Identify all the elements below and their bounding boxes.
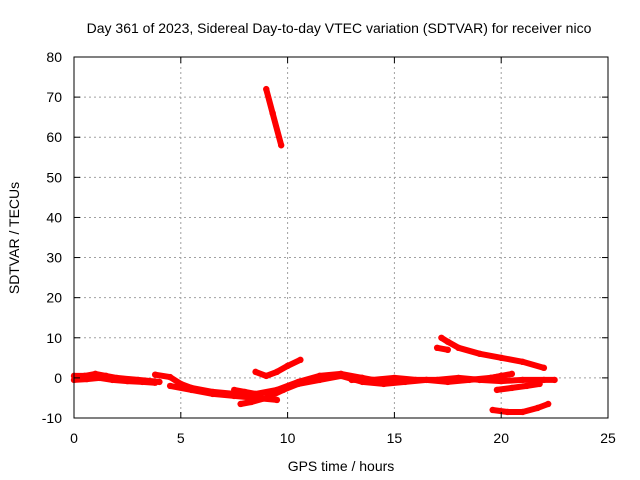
data-point — [551, 376, 558, 384]
axis-ticks: -10 0 10 20 30 40 50 60 70 80 0 5 10 15 20 25 — [42, 49, 616, 446]
x-tick-label: 0 — [70, 430, 78, 446]
y-tick-label: 50 — [46, 169, 62, 185]
data-point — [263, 85, 270, 93]
chart-title: Day 361 of 2023, Sidereal Day-to-day VTE… — [87, 20, 592, 36]
data-point — [433, 344, 441, 352]
data-point — [316, 372, 323, 380]
y-tick-label: 40 — [46, 209, 62, 225]
y-tick-label: 60 — [46, 129, 62, 145]
y-axis-label: SDTVAR / TECUs — [6, 182, 22, 294]
data-point — [544, 400, 552, 408]
y-tick-label: 0 — [54, 370, 62, 386]
data-point — [444, 338, 451, 345]
data-point — [519, 376, 526, 384]
data-point — [438, 334, 445, 341]
series-arc-11 — [439, 335, 545, 371]
data-point — [237, 400, 244, 408]
data-point — [508, 384, 516, 392]
data-point — [231, 392, 238, 400]
y-tick-label: 70 — [46, 89, 62, 105]
data-point — [166, 373, 174, 381]
data-point — [508, 370, 516, 378]
data-point — [252, 368, 259, 376]
data-point — [476, 376, 484, 384]
series-arc-8 — [263, 88, 285, 146]
data-point — [523, 382, 531, 390]
x-tick-label: 25 — [600, 430, 616, 446]
data-point — [498, 372, 505, 380]
data-point — [519, 358, 526, 366]
data-point — [209, 390, 217, 398]
data-point — [284, 362, 291, 370]
data-point — [476, 350, 484, 358]
data-series — [70, 85, 558, 416]
data-point — [273, 386, 281, 394]
data-point — [297, 356, 304, 364]
series-arc-14 — [496, 380, 541, 393]
data-point — [412, 376, 419, 384]
data-point — [455, 344, 462, 352]
data-point — [269, 109, 276, 117]
data-point — [151, 379, 159, 386]
data-point — [124, 377, 131, 385]
data-point — [433, 376, 441, 384]
y-tick-label: 20 — [46, 290, 62, 306]
data-point — [273, 368, 281, 376]
data-point — [534, 404, 541, 412]
data-point — [166, 382, 174, 390]
data-point — [455, 374, 462, 382]
series-arc-13 — [479, 370, 513, 383]
y-tick-label: 30 — [46, 250, 62, 266]
grid — [74, 57, 608, 418]
data-point — [493, 386, 501, 394]
y-tick-label: -10 — [42, 410, 62, 426]
data-point — [487, 374, 494, 382]
data-point — [151, 371, 159, 378]
data-point — [489, 406, 496, 414]
data-point — [273, 396, 281, 404]
data-point — [277, 142, 285, 149]
data-point — [188, 386, 195, 394]
y-tick-label: 80 — [46, 49, 62, 65]
data-point — [498, 377, 505, 385]
data-point — [369, 376, 377, 384]
data-point — [540, 376, 548, 384]
x-tick-label: 20 — [493, 430, 509, 446]
data-point — [498, 354, 505, 362]
data-point — [504, 408, 511, 416]
x-tick-label: 15 — [387, 430, 403, 446]
data-point — [295, 378, 302, 386]
data-point — [337, 372, 345, 380]
data-point — [348, 376, 355, 384]
x-axis-label: GPS time / hours — [288, 458, 395, 474]
x-tick-label: 5 — [177, 430, 185, 446]
data-point — [519, 408, 526, 416]
data-point — [444, 346, 451, 354]
data-point — [231, 386, 238, 394]
y-tick-label: 10 — [46, 330, 62, 346]
data-point — [380, 380, 387, 388]
data-point — [391, 374, 398, 382]
plot-frame — [73, 56, 609, 419]
data-point — [248, 398, 255, 406]
data-point — [83, 375, 91, 383]
data-point — [536, 380, 543, 388]
data-point — [252, 390, 259, 398]
data-point — [109, 376, 116, 384]
data-point — [540, 364, 548, 372]
x-tick-label: 10 — [280, 430, 296, 446]
data-point — [263, 372, 270, 380]
data-point — [139, 378, 146, 386]
data-point — [96, 374, 103, 382]
data-point — [263, 394, 270, 402]
